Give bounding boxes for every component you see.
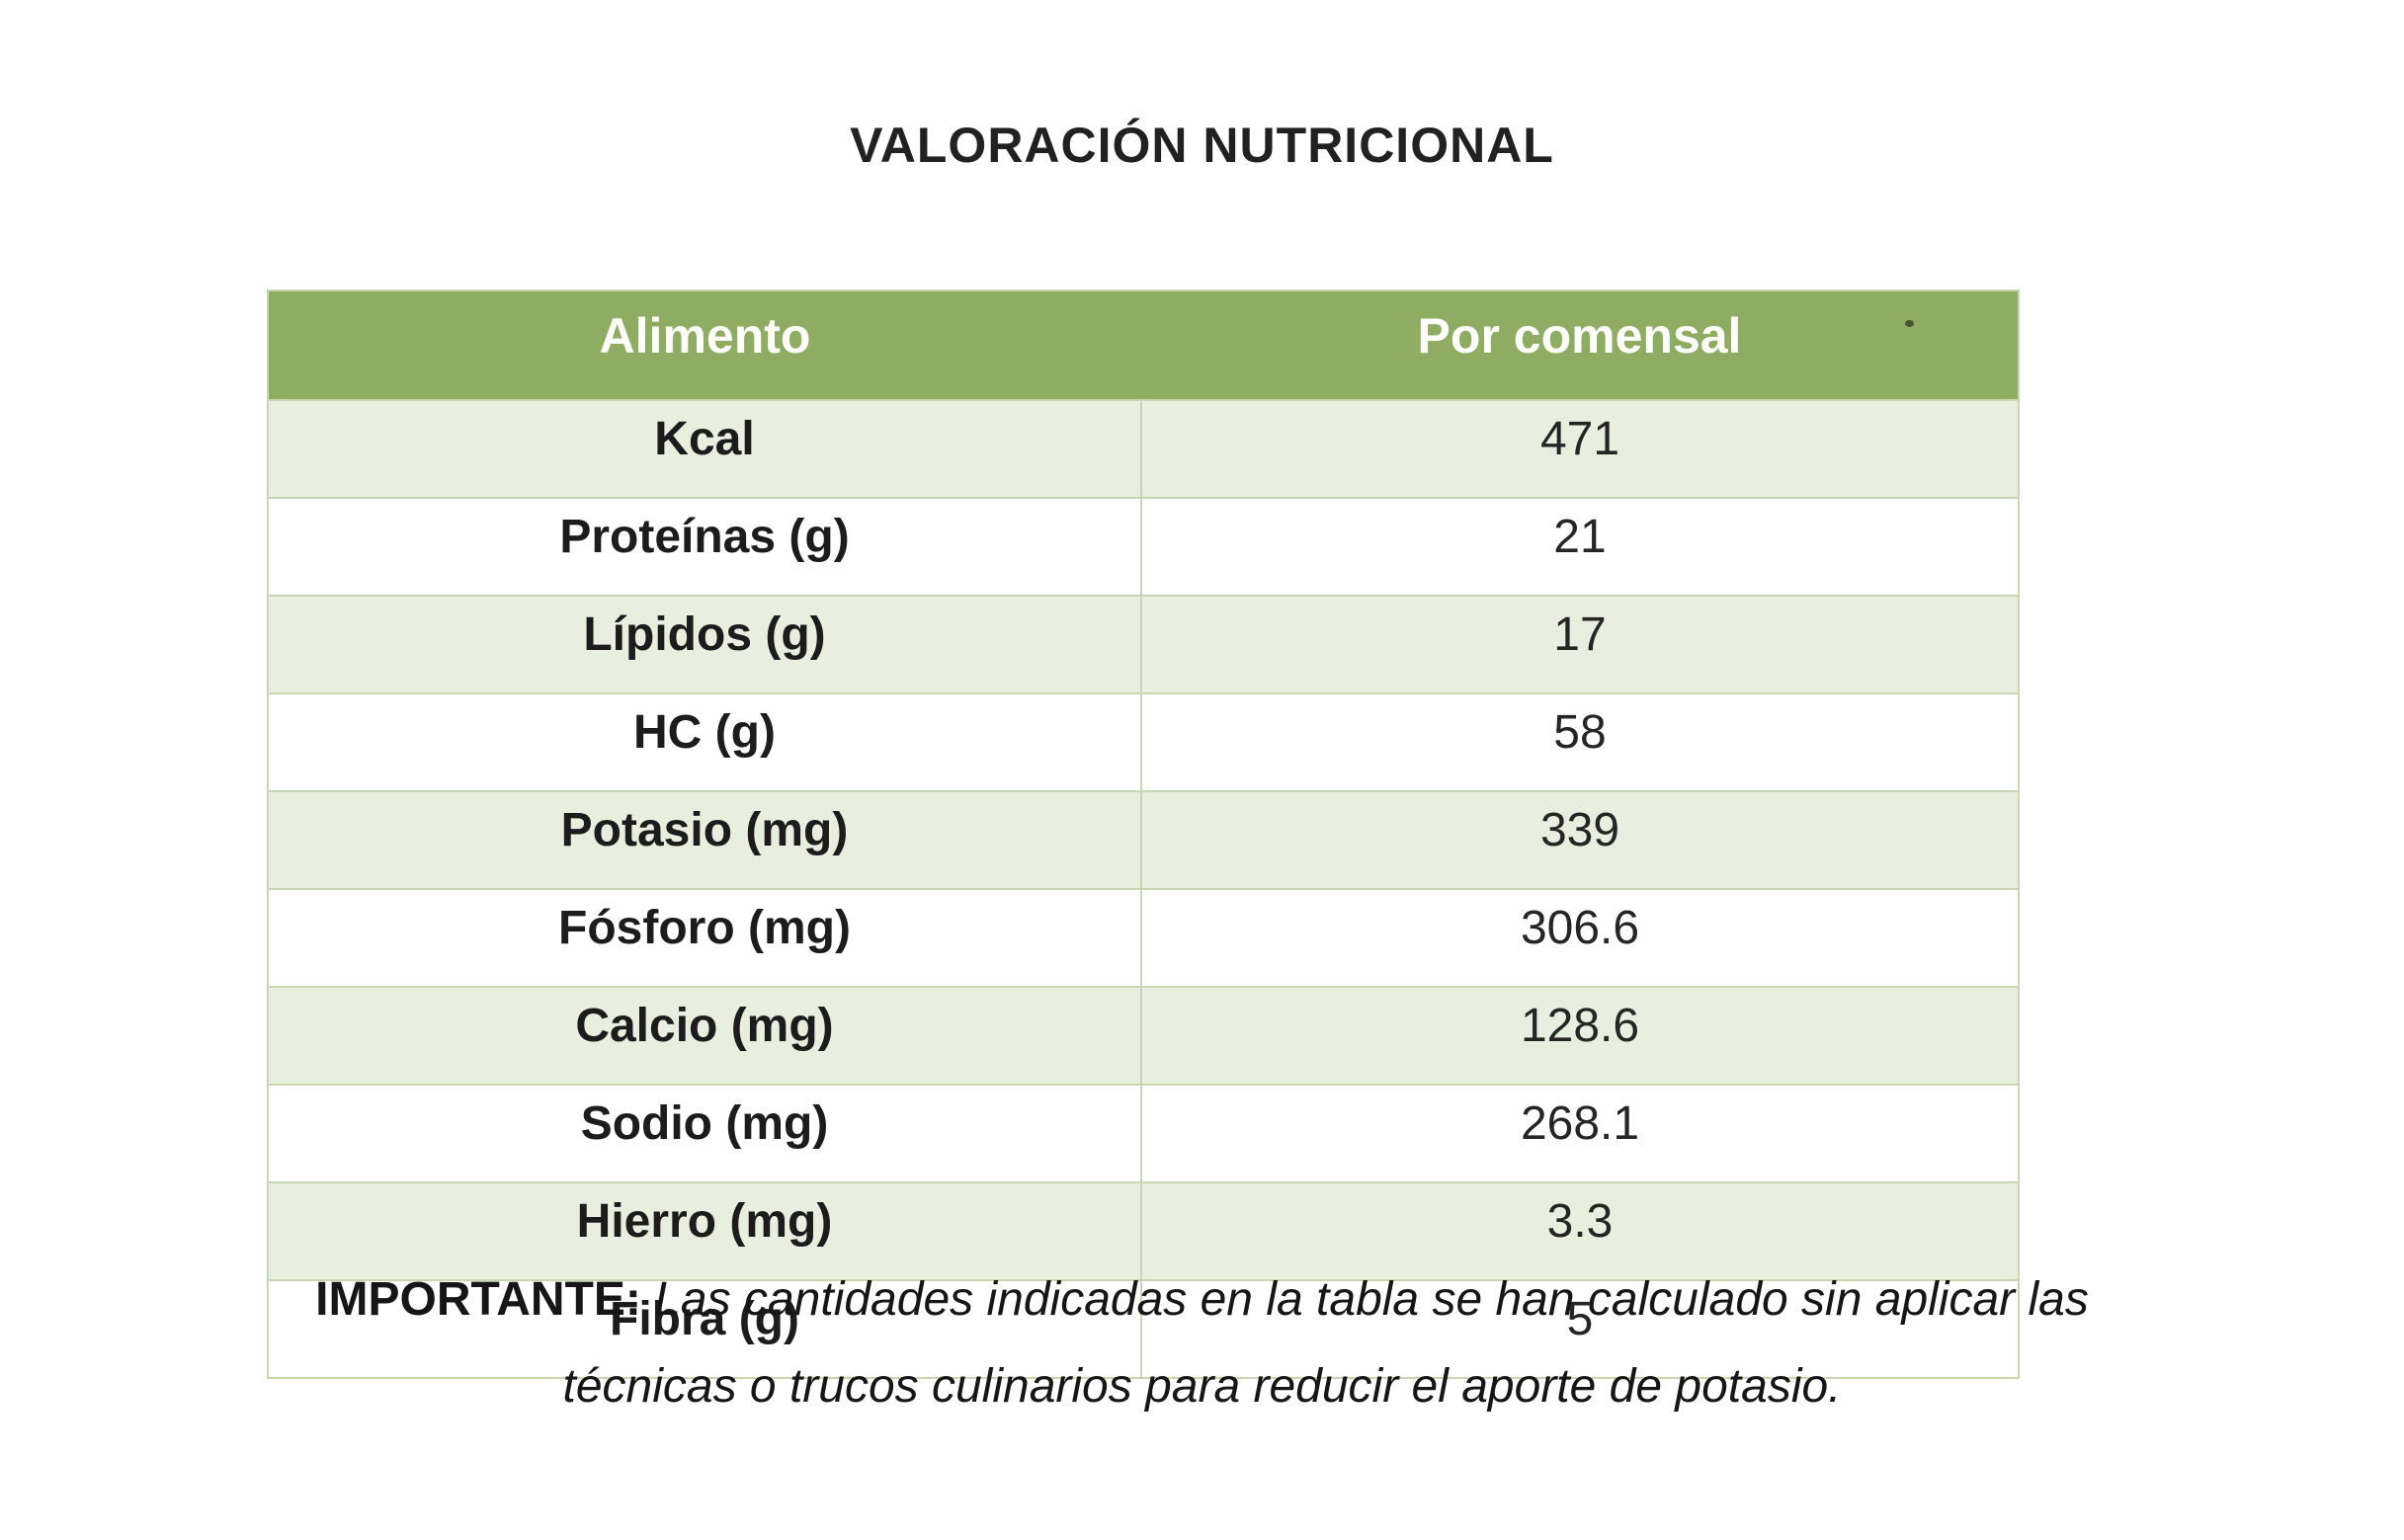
table-row: Sodio (mg) 268.1 [267,1084,2020,1183]
column-header-por-comensal: Por comensal [1141,290,2019,400]
nutrient-value: 17 [1140,595,2020,694]
important-note: IMPORTANTE: Las cantidades indicadas en … [0,1256,2404,1430]
note-text-1: Las cantidades indicadas en la tabla se … [654,1273,2089,1326]
nutrient-label: Sodio (mg) [267,1084,1142,1183]
nutrient-label: Kcal [267,399,1142,499]
note-prefix: IMPORTANTE: [315,1273,641,1326]
table-row: Kcal 471 [267,399,2020,499]
nutrient-value: 339 [1140,790,2020,890]
nutrition-table: Alimento Por comensal Kcal 471 Proteínas… [267,289,2020,1379]
table-row: HC (g) 58 [267,692,2020,792]
nutrient-label: Potasio (mg) [267,790,1142,890]
nutrient-value: 268.1 [1140,1084,2020,1183]
nutrient-label: Fibra (g) [267,1279,1142,1379]
nutrient-value: 21 [1140,497,2020,597]
nutrient-value: 5 [1140,1279,2020,1379]
note-line-2: técnicas o trucos culinarios para reduci… [0,1343,2404,1430]
table-row: Calcio (mg) 128.6 [267,986,2020,1086]
column-header-alimento: Alimento [268,290,1141,400]
nutrient-label: Hierro (mg) [267,1181,1142,1281]
nutrient-value: 306.6 [1140,888,2020,988]
note-text-2: técnicas o trucos culinarios para reduci… [562,1360,1842,1413]
table-header-row: Alimento Por comensal [268,290,2019,400]
nutrient-label: Calcio (mg) [267,986,1142,1086]
nutrient-label: Lípidos (g) [267,595,1142,694]
note-line-1: IMPORTANTE: Las cantidades indicadas en … [0,1256,2404,1343]
nutrient-value: 471 [1140,399,2020,499]
nutrient-value: 128.6 [1140,986,2020,1086]
nutrient-label: Proteínas (g) [267,497,1142,597]
scan-speck-artifact [1905,320,1914,327]
table-row: Fósforo (mg) 306.6 [267,888,2020,988]
table-row: Hierro (mg) 3.3 [267,1181,2020,1281]
nutrient-label: Fósforo (mg) [267,888,1142,988]
table-row: Fibra (g) 5 [267,1279,2020,1379]
nutrient-value: 3.3 [1140,1181,2020,1281]
table-row: Lípidos (g) 17 [267,595,2020,694]
page-title: VALORACIÓN NUTRICIONAL [850,118,1554,173]
table-row: Potasio (mg) 339 [267,790,2020,890]
table-row: Proteínas (g) 21 [267,497,2020,597]
nutrient-value: 58 [1140,692,2020,792]
nutrient-label: HC (g) [267,692,1142,792]
